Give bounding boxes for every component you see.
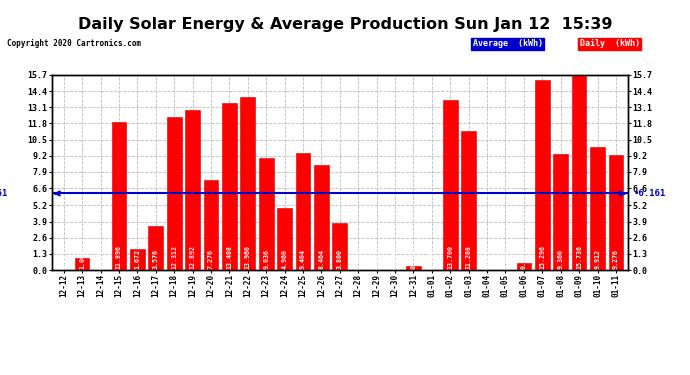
Bar (185, 110, 200, 270)
Text: 12.892: 12.892 (190, 245, 195, 269)
Text: 0.016: 0.016 (429, 249, 435, 269)
Text: 3.576: 3.576 (152, 249, 159, 269)
Text: 0.000: 0.000 (97, 249, 104, 269)
Text: Copyright 2020 Cartronics.com: Copyright 2020 Cartronics.com (7, 39, 141, 48)
Text: 0.000: 0.000 (502, 249, 509, 269)
Bar (443, 100, 457, 270)
Bar (240, 97, 255, 270)
Text: •6.161: •6.161 (633, 189, 666, 198)
Text: 9.912: 9.912 (595, 249, 600, 269)
Bar (222, 104, 237, 270)
Text: 0.000: 0.000 (484, 249, 490, 269)
Text: 1.000: 1.000 (79, 249, 85, 269)
Bar (553, 154, 568, 270)
Bar (295, 153, 310, 270)
Text: 3.800: 3.800 (337, 249, 343, 269)
Text: Daily  (kWh): Daily (kWh) (580, 39, 640, 48)
Text: •6.161: •6.161 (0, 189, 8, 198)
Bar (590, 147, 605, 270)
Text: 7.276: 7.276 (208, 249, 214, 269)
Bar (462, 131, 476, 270)
Bar (112, 122, 126, 270)
Text: Daily Solar Energy & Average Production Sun Jan 12  15:39: Daily Solar Energy & Average Production … (78, 17, 612, 32)
Text: 0.548: 0.548 (521, 249, 527, 269)
Bar (406, 267, 421, 270)
Text: 8.464: 8.464 (318, 249, 324, 269)
Bar (148, 226, 163, 270)
Bar (609, 155, 623, 270)
Text: 0.000: 0.000 (392, 249, 398, 269)
Bar (314, 165, 328, 270)
Bar (535, 80, 550, 270)
Text: 9.360: 9.360 (558, 249, 564, 269)
Text: 11.896: 11.896 (116, 245, 122, 269)
Text: 1.672: 1.672 (135, 249, 140, 269)
Bar (167, 117, 181, 270)
Text: 9.036: 9.036 (263, 249, 269, 269)
Text: 4.960: 4.960 (282, 249, 288, 269)
Bar (130, 249, 145, 270)
Text: 0.284: 0.284 (411, 249, 417, 269)
Text: 0.004: 0.004 (61, 249, 67, 269)
Text: 13.960: 13.960 (245, 245, 250, 269)
Text: 15.736: 15.736 (576, 245, 582, 269)
Text: 12.312: 12.312 (171, 245, 177, 269)
Text: 9.404: 9.404 (300, 249, 306, 269)
Bar (259, 158, 273, 270)
Text: 0.000: 0.000 (374, 249, 380, 269)
Bar (204, 180, 218, 270)
Bar (572, 75, 586, 270)
Bar (517, 263, 531, 270)
Text: Average  (kWh): Average (kWh) (473, 39, 542, 48)
Bar (277, 209, 292, 270)
Text: 15.296: 15.296 (540, 245, 545, 269)
Text: 13.700: 13.700 (447, 245, 453, 269)
Text: 11.208: 11.208 (466, 245, 472, 269)
Bar (333, 223, 347, 270)
Text: 0.000: 0.000 (355, 249, 362, 269)
Text: 9.276: 9.276 (613, 249, 619, 269)
Bar (75, 258, 90, 270)
Text: 13.408: 13.408 (226, 245, 233, 269)
